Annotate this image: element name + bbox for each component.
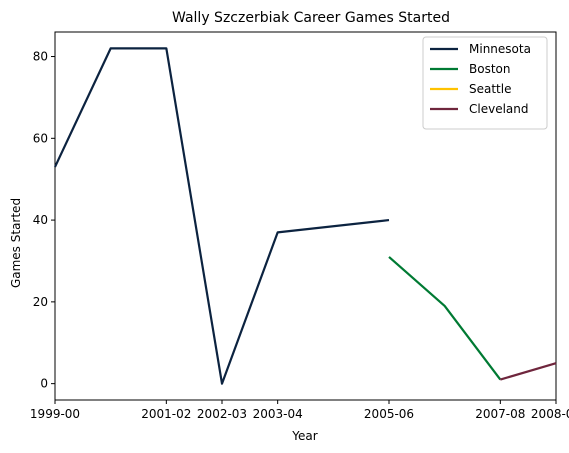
series-line-minnesota xyxy=(54,47,390,385)
legend: Minnesota Boston Seattle Cleveland xyxy=(422,36,548,130)
y-tick-label: 20 xyxy=(33,295,48,309)
y-tick-label: 0 xyxy=(40,377,48,391)
legend-label-cleveland: Cleveland xyxy=(469,102,529,116)
legend-label-boston: Boston xyxy=(469,62,510,76)
x-tick-label: 2003-04 xyxy=(253,407,303,421)
series-line-boston xyxy=(388,256,502,381)
chart-title: Wally Szczerbiak Career Games Started xyxy=(172,10,450,26)
x-tick-label: 1999-00 xyxy=(30,407,80,421)
legend-box xyxy=(422,36,548,130)
y-tick-label: 40 xyxy=(33,213,48,227)
plot-area xyxy=(54,31,557,401)
x-axis-label: Year xyxy=(291,429,317,443)
legend-label-seattle: Seattle xyxy=(469,82,511,96)
x-axis: 1999-00 2001-02 2002-03 2003-04 2005-06 2007-… xyxy=(30,400,569,421)
series-layer xyxy=(54,47,557,385)
series-line-cleveland xyxy=(500,362,557,381)
y-tick-label: 60 xyxy=(33,131,48,145)
y-tick-label: 80 xyxy=(33,50,48,64)
x-tick-label: 2007-08 xyxy=(475,407,525,421)
y-axis-label: Games Started xyxy=(9,198,23,288)
legend-label-minnesota: Minnesota xyxy=(469,42,531,56)
y-axis: 0 20 40 60 80 xyxy=(33,50,55,391)
x-tick-label: 2001-02 xyxy=(141,407,191,421)
x-tick-label: 2005-06 xyxy=(364,407,414,421)
x-tick-label: 2002-03 xyxy=(197,407,247,421)
x-tick-label: 2008-09 xyxy=(531,407,569,421)
plot-frame xyxy=(54,31,557,401)
